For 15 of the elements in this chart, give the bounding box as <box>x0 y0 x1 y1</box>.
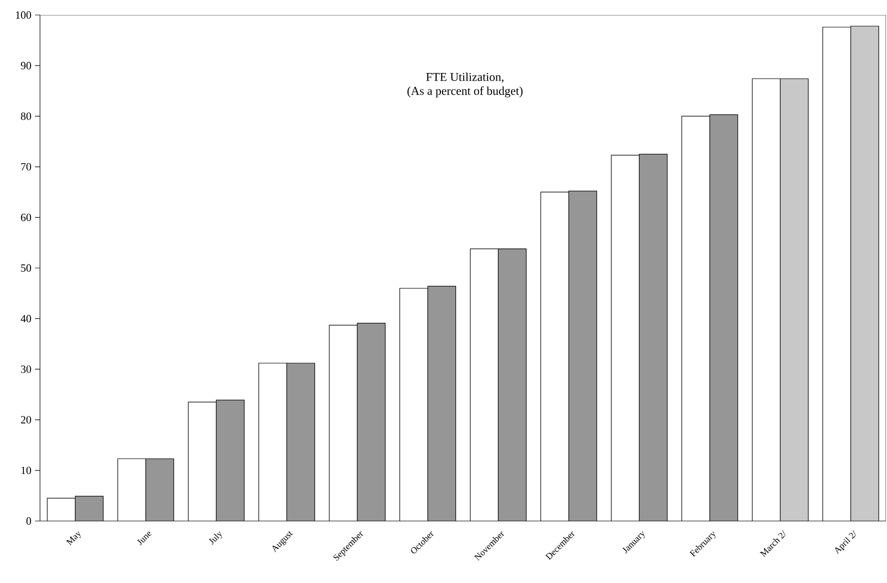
y-tick-label: 90 <box>20 62 32 70</box>
y-tick-label: 40 <box>20 314 32 322</box>
text: FTE Utilization, (As a percent of budget) <box>407 72 523 98</box>
y-tick-label: 0 <box>26 517 32 525</box>
x-tick-label: June <box>136 532 152 546</box>
y-tick-label: 100 <box>16 11 32 19</box>
y-tick-label: 60 <box>20 214 32 222</box>
y-tick-label: 30 <box>21 366 32 373</box>
y-tick-label: 50 <box>21 264 32 272</box>
y-tick-label: 70 <box>21 163 32 170</box>
y-tick-label: 80 <box>20 112 32 120</box>
x-tick-label: July <box>208 531 222 545</box>
y-tick-label: 10 <box>21 466 32 474</box>
y-tick-label: 20 <box>21 416 32 424</box>
x-tick-label: May <box>66 531 81 546</box>
